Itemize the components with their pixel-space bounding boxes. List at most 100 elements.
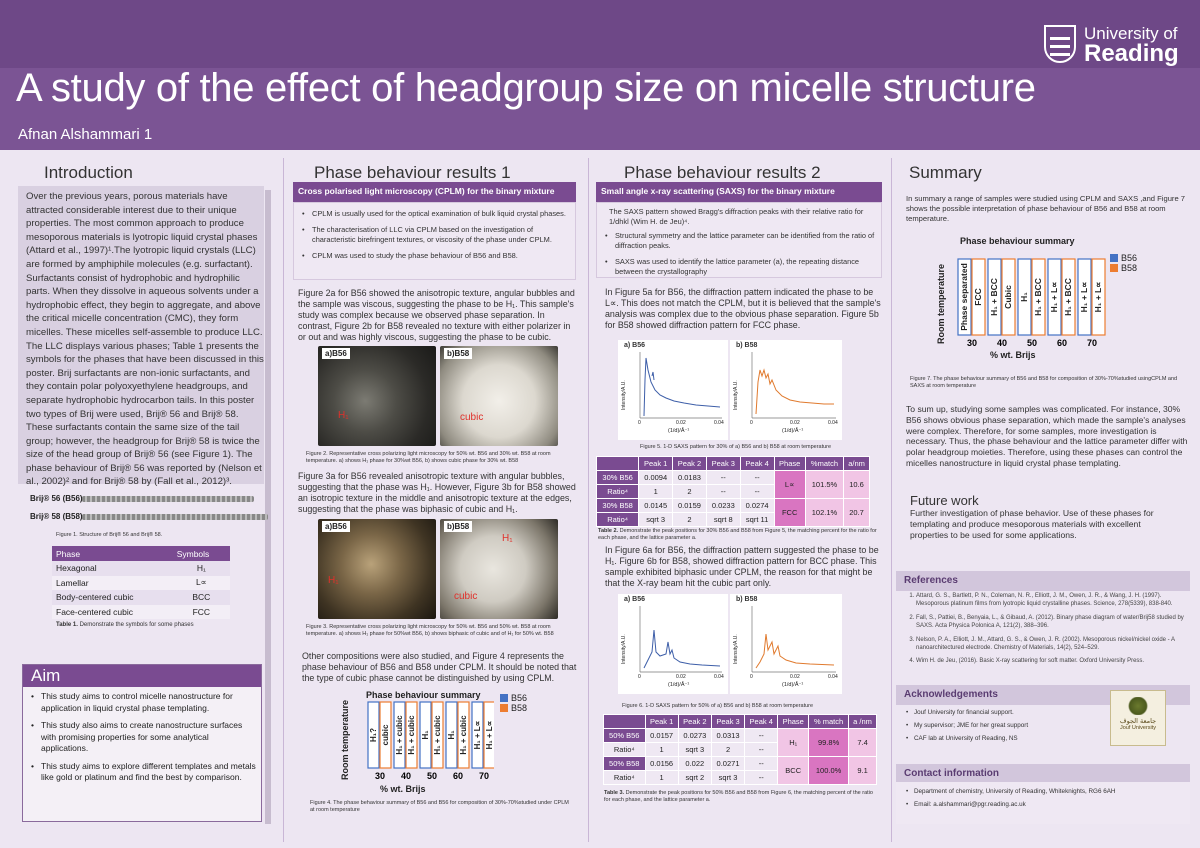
figure6b-ylabel: Intensity/A.U. (733, 634, 739, 664)
table1-caption: Table 1. Demonstrate the symbols for som… (56, 622, 194, 628)
table-header: Peak 4 (739, 456, 775, 471)
x-tick-label: 60 (1057, 338, 1067, 348)
figure5b-title: b) B58 (736, 342, 758, 349)
phase-label-b58-70: H₁ + L∝ (485, 720, 494, 749)
table-cell: 2 (710, 742, 746, 757)
table-cell: -- (744, 742, 779, 757)
table-cell: L∝ (172, 575, 230, 590)
summary-heading: Summary (909, 163, 982, 182)
match-cell: 102.1% (804, 498, 845, 527)
author-name: Afnan Alshammari 1 (18, 126, 153, 143)
figure3a-micrograph: a)B56 H₁ (318, 519, 436, 619)
figure3a-label: a)B56 (322, 521, 350, 532)
figure6-caption: Figure 6. 1-D SAXS pattern for 50% of a)… (622, 703, 814, 709)
figure2b-micrograph: b)B58 cubic (440, 346, 558, 446)
figure6b-tick: 0 (750, 674, 753, 680)
figure3b-annotation-h1: H₁ (502, 533, 513, 544)
table-cell: sqrt 3 (677, 742, 712, 757)
table-header (603, 714, 646, 729)
phase-label-b56-60: H₁ + L∝ (1049, 282, 1059, 313)
chart7-xlabel: % wt. Brijs (990, 350, 1036, 360)
summary-intro: In summary a range of samples were studi… (906, 194, 1185, 223)
saxs-bullet: SAXS was used to identify the lattice pa… (601, 257, 875, 277)
phase-bar-b58-30 (379, 701, 392, 769)
table-cell: 2 (672, 484, 707, 499)
figure5a-xlabel: (1/d)/Å⁻¹ (668, 428, 690, 434)
phase-bar-b56-50 (419, 701, 432, 769)
jouf-university-logo: جامعة الجوف Jouf University (1110, 690, 1166, 746)
table-cell: 0.0233 (705, 498, 741, 513)
references-heading: References (896, 571, 1190, 591)
table1-symbols: Phase Symbols Hexagonal H₁ Lamellar L∝ Bod… (52, 546, 230, 619)
table-cell: -- (739, 470, 775, 485)
column-divider (588, 158, 589, 842)
table-cell: 0.0157 (644, 728, 679, 743)
contact-item: Email: a.alshammari@pgr.reading.ac.uk (904, 801, 1182, 809)
table2-saxs-30: Peak 1 Peak 2 Peak 3 Peak 4 Phase %match… (595, 456, 870, 527)
match-cell: 100.0% (808, 756, 850, 785)
phase1-paragraph2: Figure 3a for B56 revealed anisotropic t… (298, 471, 576, 514)
phase-label-b58-40: H₁ + cubic (407, 715, 416, 755)
table3-saxs-50: Peak 1 Peak 2 Peak 3 Peak 4 Phase % matc… (603, 714, 877, 785)
summary-paragraph: To sum up, studying some samples was com… (906, 404, 1188, 468)
figure5b-tick: 0 (750, 420, 753, 426)
phase-results1-heading: Phase behaviour results 1 (314, 163, 511, 182)
phase-bar-b58-40 (1001, 258, 1016, 336)
table-cell: 1 (644, 742, 679, 757)
phase-label-b56-70: H₁ + L∝ (1079, 282, 1089, 313)
jouf-logo-arabic: جامعة الجوف (1119, 717, 1157, 725)
table-header: a/nm (843, 456, 870, 471)
table-cell: BCC (172, 590, 230, 605)
phase-label-b58-70: H₁ + L∝ (1093, 282, 1103, 313)
figure5b-plot: b) B58 Intensity/A.U. 0 0.02 0.04 (1/d)/… (730, 340, 842, 440)
phase-label-b56-50: H₁ (421, 730, 430, 740)
side-bar (265, 190, 271, 824)
row-header: Ratio⁴ (595, 484, 640, 499)
phase-bar-b58-50 (1031, 258, 1046, 336)
figure5a-svg (639, 352, 722, 419)
table-header: %match (804, 456, 845, 471)
table-cell: sqrt 3 (638, 512, 674, 527)
phase-label-b58-60: H₁ + cubic (459, 715, 468, 755)
phase-label-b58-40: Cubic (1003, 285, 1013, 309)
introduction-box (18, 186, 264, 484)
figure6a-xlabel: (1/d)/Å⁻¹ (668, 682, 690, 688)
figure5b-tick: 0.02 (790, 420, 800, 426)
brij56-label: Brij® 56 (B56) (30, 494, 83, 503)
jouf-logo-english: Jouf University (1119, 725, 1157, 731)
lattice-cell: 9.1 (848, 756, 877, 785)
figure6a-tick: 0.04 (714, 674, 724, 680)
crest-icon (1044, 25, 1076, 63)
x-tick-label: 30 (375, 771, 385, 781)
introduction-text: Over the previous years, porous material… (26, 191, 264, 488)
phase-label-b56-40: H₁ + BCC (989, 278, 999, 316)
figure6a-svg (639, 606, 722, 673)
figure5a-ylabel: Intensity/A.U. (621, 380, 627, 410)
phase-label-b56-50: H₁ (1019, 292, 1029, 302)
x-tick-label: 60 (453, 771, 463, 781)
table-header: Peak 1 (638, 456, 674, 471)
figure5b-ylabel: Intensity/A.U. (733, 380, 739, 410)
table-header: Peak 3 (710, 714, 746, 729)
aim-list: This study aims to control micelle nanos… (31, 691, 257, 790)
cplm-bullet: CPLM is usually used for the optical exa… (298, 209, 569, 219)
future-work-text: Further investigation of phase behavior.… (910, 508, 1154, 540)
lattice-cell: 20.7 (843, 498, 870, 527)
phase-bar-b58-40 (405, 701, 418, 769)
table-cell: 2 (672, 512, 707, 527)
table-cell: FCC (172, 604, 230, 619)
figure5-caption: Figure 5. 1-D SAXS pattern for 30% of a)… (640, 444, 832, 450)
reference-item: Fall, S., Pattiei, B., Benyaia, L., & Gi… (916, 614, 1190, 631)
figure5a-tick: 0.02 (676, 420, 686, 426)
phase-bar-b56-30 (367, 701, 380, 769)
row-header: 30% B58 (595, 498, 640, 513)
row-header: Ratio⁴ (603, 770, 646, 785)
saxs-bullet: Structural symmetry and the lattice para… (601, 231, 875, 251)
chart7-title: Phase behaviour summary (960, 236, 1075, 246)
legend-item-b58: B58 (500, 703, 527, 713)
lattice-cell: 10.6 (843, 470, 870, 499)
phase-bar-b56-50 (1017, 258, 1032, 336)
table3-caption: Table 3. Demonstrate the peak positions … (604, 790, 873, 803)
phase-label-b56-30: Phase separated (959, 263, 969, 331)
table-cell: 1 (644, 770, 679, 785)
